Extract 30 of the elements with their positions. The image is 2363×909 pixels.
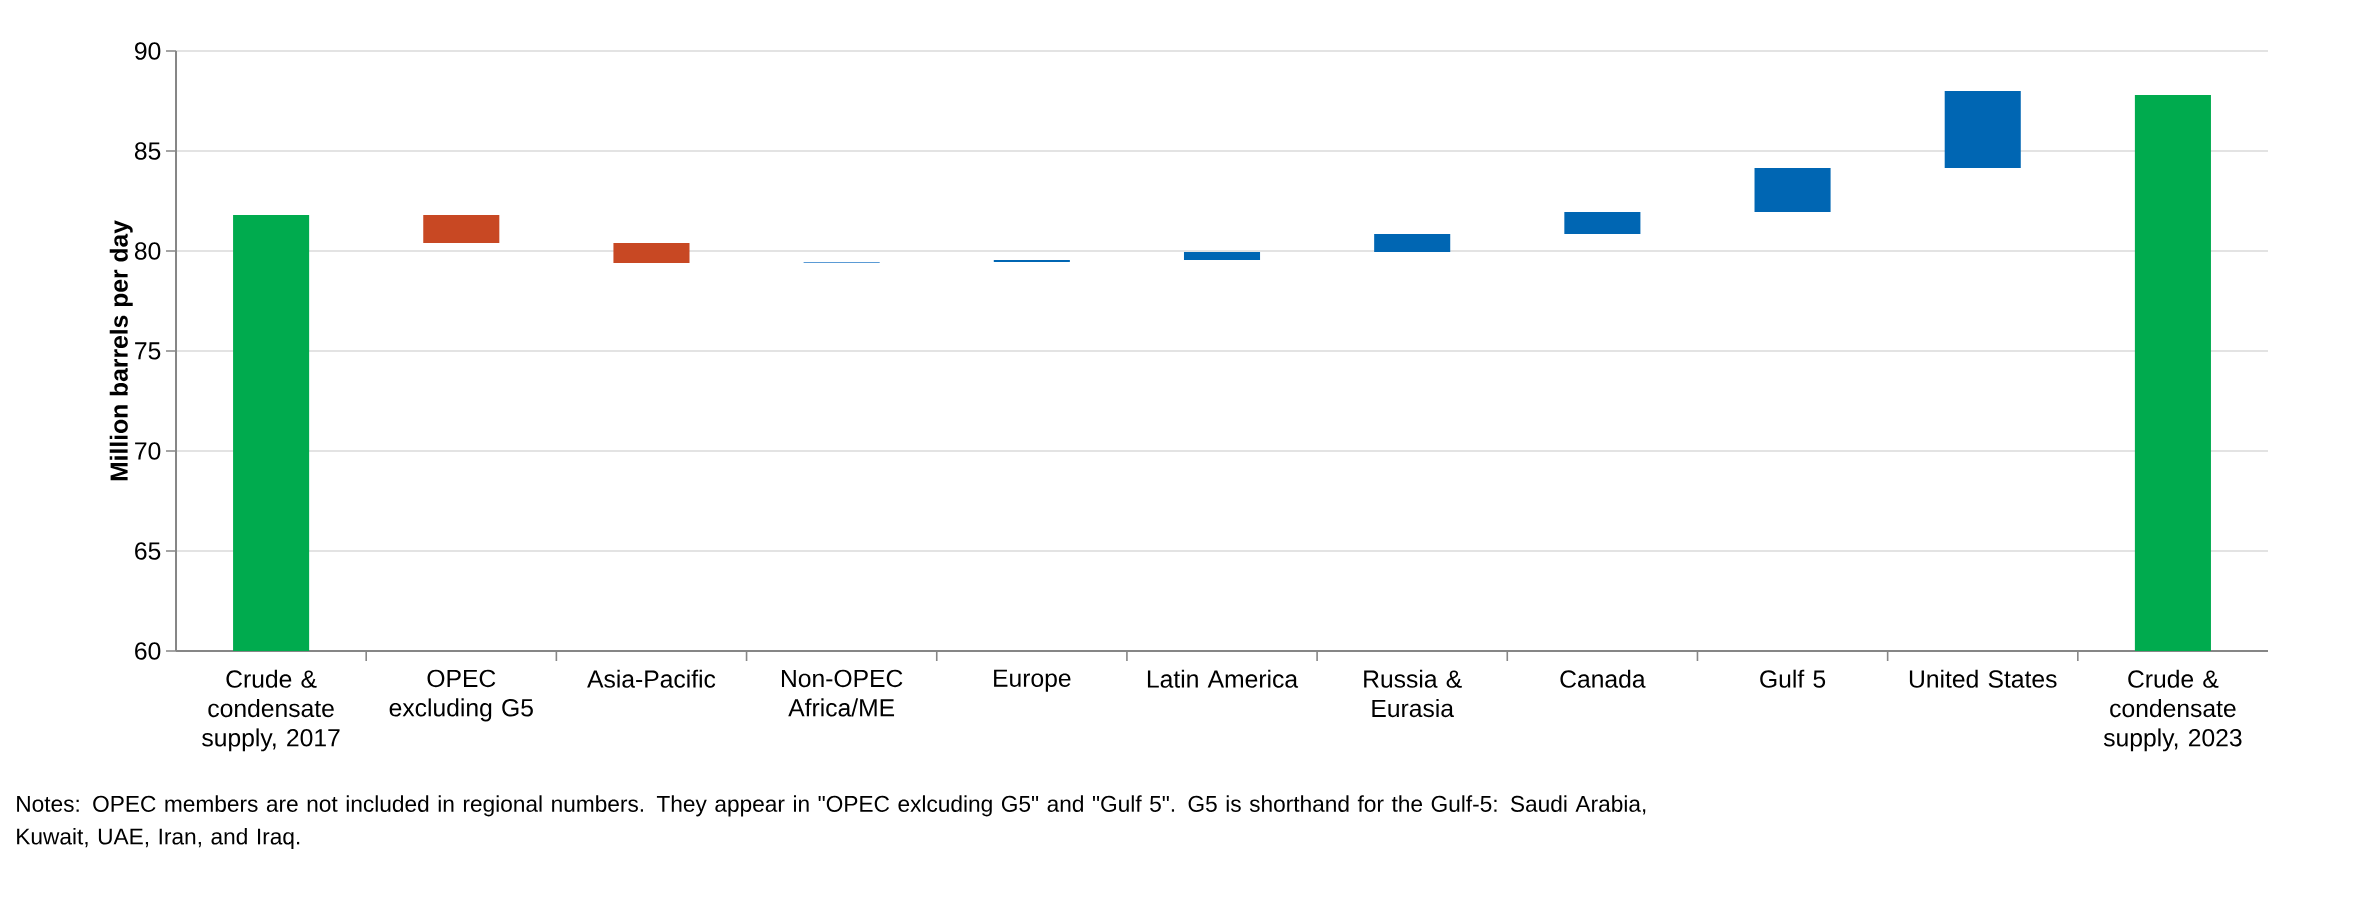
y-tick-label: 80 — [134, 242, 161, 260]
y-tick-label: 70 — [135, 442, 161, 460]
text: Notes: OPEC members are not included in regional numbers. They appear in "OPEC exlcuding G5" and "Gulf 5". G5 is shorthand for the Gulf-5: Saudi Arabia, Kuwait, UAE, Iran, and Iraq. — [17, 795, 1646, 850]
bar — [1944, 90, 2021, 168]
bar — [423, 214, 500, 243]
x-tick-label: OPEC excluding G5 — [389, 669, 533, 722]
y-tick-label: 60 — [135, 642, 161, 660]
x-tick-label: Crude & condensate supply, 2017 — [202, 669, 340, 752]
x-tick-label: Europe — [994, 669, 1071, 692]
bar — [1754, 167, 1831, 212]
y-axis-title: Million barrels per day — [109, 220, 133, 481]
x-tick-label: Non-OPEC Africa/ME — [781, 669, 903, 717]
y-tick-label: 90 — [135, 42, 161, 60]
x-tick-label: Latin America — [1147, 669, 1299, 688]
bar — [993, 259, 1070, 262]
x-tick-label: Canada — [1560, 669, 1646, 688]
x-tick-label: Crude & condensate supply, 2023 — [2103, 669, 2242, 752]
bar — [1183, 251, 1261, 260]
bar — [613, 242, 690, 263]
x-tick-label: Gulf 5 — [1760, 669, 1826, 688]
bar — [1374, 233, 1451, 252]
y-tick-label: 85 — [134, 142, 161, 160]
bar — [2134, 94, 2211, 651]
bar — [233, 214, 310, 651]
y-tick-label: 75 — [135, 342, 161, 360]
x-tick-label: United States — [1909, 669, 2057, 688]
x-tick-label: Russia & Eurasia — [1364, 669, 1462, 718]
x-tick-label: Asia-Pacific — [587, 669, 716, 688]
bar — [1564, 211, 1641, 234]
y-tick-label: 65 — [135, 542, 161, 560]
